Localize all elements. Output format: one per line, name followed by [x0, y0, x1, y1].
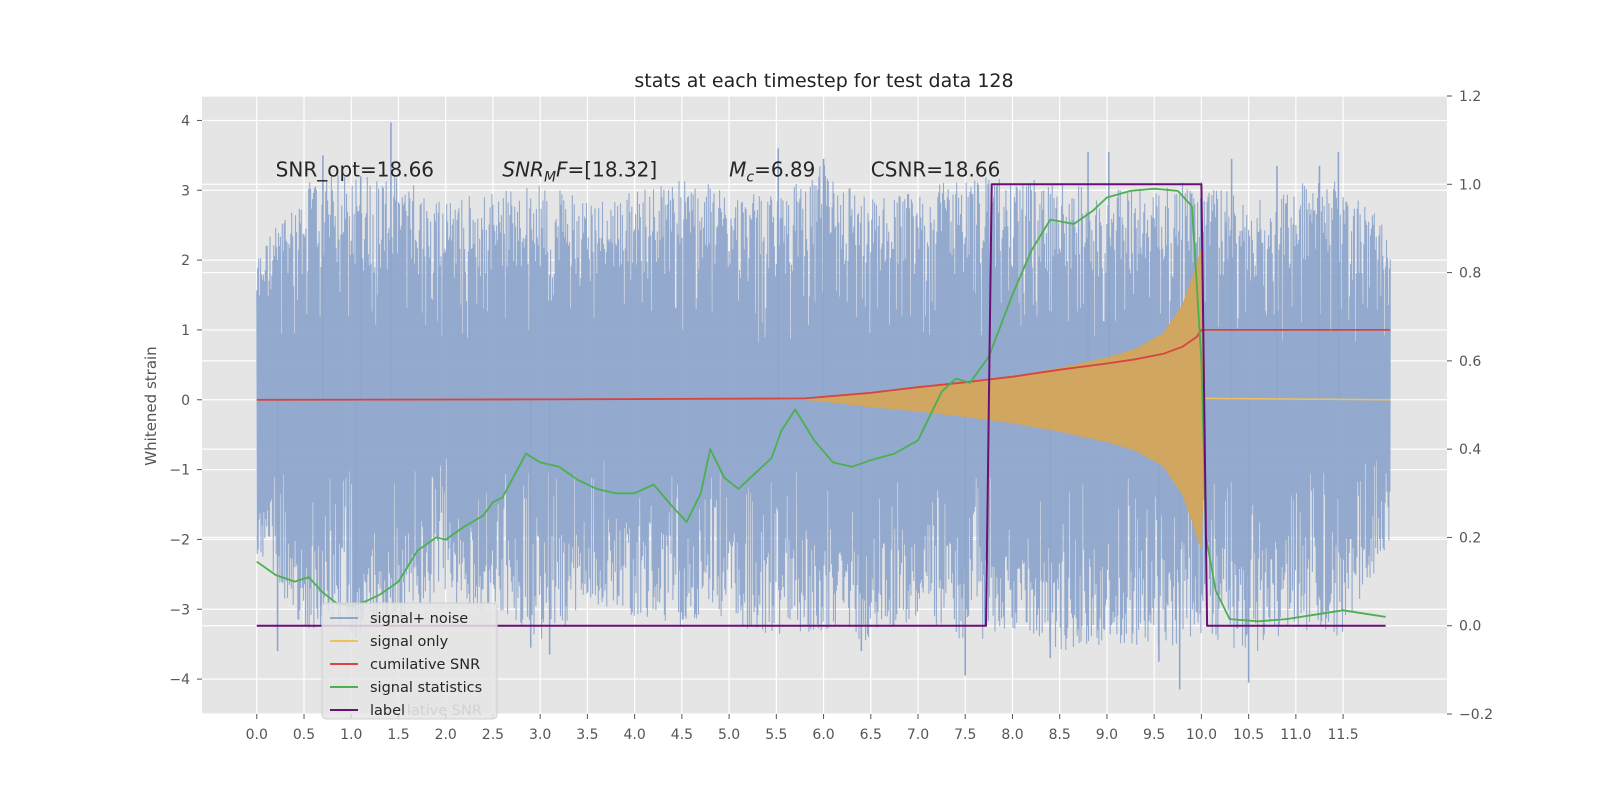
x-tick-label: 6.5 — [860, 727, 882, 743]
annotation-part: M — [544, 169, 556, 185]
y-tick-label: −3 — [169, 602, 190, 618]
x-tick-label: 4.5 — [671, 727, 693, 743]
y-tick-label: 3 — [181, 183, 190, 199]
y2-tick-label: 0.4 — [1459, 442, 1481, 458]
x-tick-label: 10.0 — [1186, 727, 1217, 743]
annotation-part: =[18.32] — [568, 157, 658, 181]
chart-title: stats at each timestep for test data 128 — [634, 70, 1013, 92]
x-tick-label: 7.0 — [907, 727, 929, 743]
x-tick-label: 0.0 — [246, 727, 268, 743]
signal-statistics-line — [256, 187, 1386, 623]
y-tick-label: 0 — [181, 393, 190, 409]
legend-ghost-label: lative SNR — [407, 703, 482, 719]
x-tick-label: 9.0 — [1096, 727, 1118, 743]
annotation-text: SNR_opt=18.66 — [276, 157, 434, 181]
x-tick-label: 3.5 — [576, 727, 598, 743]
series-signal-only — [806, 249, 1391, 551]
x-tick-label: 8.5 — [1049, 727, 1071, 743]
x-tick-label: 1.5 — [387, 727, 409, 743]
annotation-part: M — [729, 157, 746, 181]
legend-label: signal statistics — [370, 680, 482, 696]
signal-only-tail — [1205, 397, 1391, 401]
y-tick-label: 2 — [181, 253, 190, 269]
x-tick-label: 5.0 — [718, 727, 740, 743]
legend: signal+ noise signal only cumilative SNR si… — [321, 602, 498, 720]
y2-tick-label: 0.2 — [1459, 530, 1481, 546]
axis-ticks: 0.0 0.5 1.0 1.5 2.0 2.5 3.0 3.5 4.0 4.5 5.0 5.5 6.0 6… — [169, 89, 1493, 743]
y-tick-label: −4 — [169, 672, 190, 688]
x-tick-label: 11.5 — [1328, 727, 1359, 743]
y2-tick-label: −0.2 — [1459, 707, 1493, 723]
x-tick-label: 8.0 — [1001, 727, 1023, 743]
annotation-part: c — [746, 169, 754, 185]
y2-tick-label: 1.0 — [1459, 177, 1481, 193]
x-tick-label: 10.5 — [1233, 727, 1264, 743]
annotation-part: SNR_opt=18.66 — [276, 157, 434, 181]
y-tick-label: 4 — [181, 113, 190, 129]
x-tick-label: 1.0 — [340, 727, 362, 743]
x-tick-label: 5.5 — [765, 727, 787, 743]
y-tick-label: −1 — [169, 463, 190, 479]
cumilative-snr-line — [256, 329, 1391, 401]
annotation-part: CSNR=18.66 — [871, 157, 1001, 181]
annotation-part: =6.89 — [754, 157, 815, 181]
legend-label: signal only — [370, 634, 449, 650]
annotation-text: SNRMF=[18.32] — [502, 157, 657, 185]
x-tick-label: 2.5 — [482, 727, 504, 743]
annotation-text: Mc=6.89 — [729, 157, 815, 185]
x-tick-label: 0.5 — [293, 727, 315, 743]
y2-tick-label: 0.6 — [1459, 354, 1481, 370]
label-line — [256, 183, 1386, 627]
x-tick-label: 9.5 — [1143, 727, 1165, 743]
x-tick-label: 11.0 — [1280, 727, 1311, 743]
line-series — [256, 183, 1391, 627]
y-axis-label: Whitened strain — [142, 346, 160, 465]
y-tick-label: 1 — [181, 323, 190, 339]
annotation-text: CSNR=18.66 — [871, 157, 1001, 181]
annotation-part: SNR — [502, 157, 544, 181]
annotations: SNR_opt=18.66 SNRMF=[18.32] Mc=6.89 CSNR=18… — [276, 157, 1001, 185]
x-tick-label: 7.5 — [954, 727, 976, 743]
x-tick-label: 6.0 — [812, 727, 834, 743]
legend-label: signal+ noise — [370, 611, 468, 627]
x-tick-label: 4.0 — [623, 727, 645, 743]
y2-tick-label: 1.2 — [1459, 89, 1481, 105]
y-tick-label: −2 — [169, 532, 190, 548]
legend-label: cumilative SNR — [370, 657, 480, 673]
y2-tick-label: 0.0 — [1459, 619, 1481, 635]
x-tick-label: 2.0 — [435, 727, 457, 743]
y2-tick-label: 0.8 — [1459, 266, 1481, 282]
legend-label: label — [370, 703, 405, 719]
x-tick-label: 3.0 — [529, 727, 551, 743]
annotation-part: F — [556, 157, 568, 181]
legend-box — [321, 602, 498, 720]
signal-only-fill — [806, 249, 1206, 551]
